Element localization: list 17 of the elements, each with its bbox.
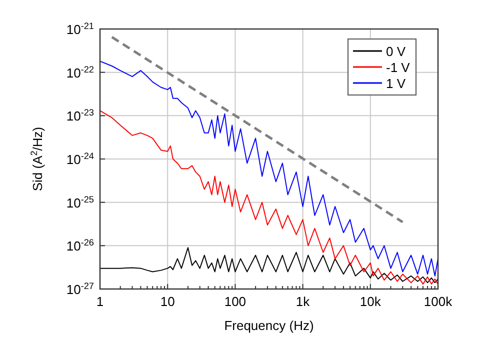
y-tick-label: 10$^{-24}$	[66, 151, 94, 167]
x-tick-label: 1k	[296, 294, 310, 309]
y-tick-label: 10$^{-25}$	[66, 194, 94, 210]
x-tick-label: 100	[224, 294, 246, 309]
legend-label: 1 V	[386, 76, 406, 91]
y-tick-label: 10$^{-26}$	[66, 238, 94, 254]
x-axis-title: Frequency (Hz)	[224, 318, 314, 333]
x-tick-label: 10	[160, 294, 175, 309]
y-tick-label: 10$^{-22}$	[66, 64, 94, 80]
legend-label: -1 V	[386, 60, 410, 75]
legend-label: 0 V	[386, 44, 406, 59]
x-tick-label: 100k	[424, 294, 453, 309]
x-tick-label: 1	[96, 294, 104, 309]
y-tick-label: 10$^{-21}$	[66, 21, 94, 37]
y-tick-label: 10$^{-27}$	[66, 281, 94, 297]
x-tick-label: 10k	[360, 294, 382, 309]
y-tick-label: 10$^{-23}$	[66, 108, 94, 124]
